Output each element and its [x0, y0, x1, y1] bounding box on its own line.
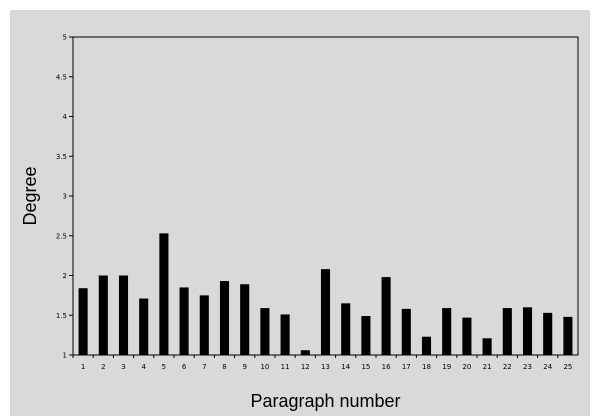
- bar-22: [502, 308, 512, 355]
- x-tick-label: 15: [361, 363, 370, 371]
- x-tick-label: 2: [101, 363, 105, 371]
- y-tick-label: 1: [63, 352, 67, 360]
- y-tick-label: 4: [63, 113, 68, 121]
- x-tick-label: 3: [121, 363, 125, 371]
- bar-19: [442, 308, 452, 355]
- bar-5: [159, 233, 169, 355]
- y-tick-label: 3: [63, 193, 67, 201]
- bar-3: [118, 275, 129, 355]
- bar-14: [341, 303, 351, 355]
- bar-10: [260, 308, 270, 355]
- bar-25: [563, 316, 573, 355]
- x-tick-label: 5: [162, 363, 166, 371]
- bar-6: [179, 287, 189, 355]
- y-tick-label: 2: [63, 272, 67, 280]
- x-tick-label: 23: [523, 363, 532, 371]
- bar-11: [280, 314, 290, 355]
- x-axis-ticks: 1 2 3 4 5 6 7 8 9 10 11 12 13 14 15 16 17 18 19 20 21 22 23 24 2…: [72, 355, 572, 371]
- bar-9: [240, 284, 250, 355]
- bar-15: [361, 316, 371, 355]
- x-tick-label: 6: [182, 363, 187, 371]
- x-tick-label: 10: [260, 363, 269, 371]
- x-tick-label: 8: [222, 363, 226, 371]
- bar-23: [522, 307, 533, 355]
- bar-series: [78, 233, 573, 355]
- x-tick-label: 16: [382, 363, 391, 371]
- y-axis-ticks: 1 1.5 2 2.5 3 3.5 4 4.5 5: [56, 34, 73, 360]
- x-tick-label: 9: [242, 363, 246, 371]
- bar-7: [199, 295, 209, 355]
- bar-4: [139, 298, 149, 355]
- x-tick-label: 21: [483, 363, 492, 371]
- y-tick-label: 4.5: [56, 73, 67, 81]
- x-tick-label: 4: [141, 363, 146, 371]
- x-tick-label: 20: [462, 363, 471, 371]
- y-tick-label: 2.5: [56, 232, 67, 240]
- bar-16: [381, 277, 391, 355]
- x-tick-label: 22: [503, 363, 512, 371]
- bar-20: [462, 317, 472, 355]
- x-tick-label: 24: [543, 363, 552, 371]
- bar-18: [421, 336, 432, 355]
- x-tick-label: 1: [81, 363, 85, 371]
- x-tick-label: 7: [202, 363, 206, 371]
- y-tick-label: 3.5: [56, 153, 67, 161]
- x-tick-label: 17: [402, 363, 411, 371]
- bar-24: [543, 312, 553, 355]
- x-tick-label: 25: [563, 363, 572, 371]
- bar-12: [300, 350, 310, 355]
- bar-2: [98, 275, 108, 355]
- x-tick-label: 19: [442, 363, 451, 371]
- y-tick-label: 1.5: [56, 312, 67, 320]
- bar-17: [401, 308, 411, 355]
- x-tick-label: 14: [341, 363, 350, 371]
- bar-8: [219, 281, 230, 355]
- x-tick-label: 11: [281, 363, 290, 371]
- y-tick-label: 5: [63, 34, 67, 42]
- bar-1: [78, 288, 88, 355]
- y-axis-title: Degree: [20, 166, 40, 225]
- x-tick-label: 12: [301, 363, 310, 371]
- x-axis-title: Paragraph number: [250, 391, 400, 411]
- x-tick-label: 13: [321, 363, 330, 371]
- bar-13: [320, 269, 331, 355]
- bar-21: [482, 338, 492, 355]
- x-tick-label: 18: [422, 363, 431, 371]
